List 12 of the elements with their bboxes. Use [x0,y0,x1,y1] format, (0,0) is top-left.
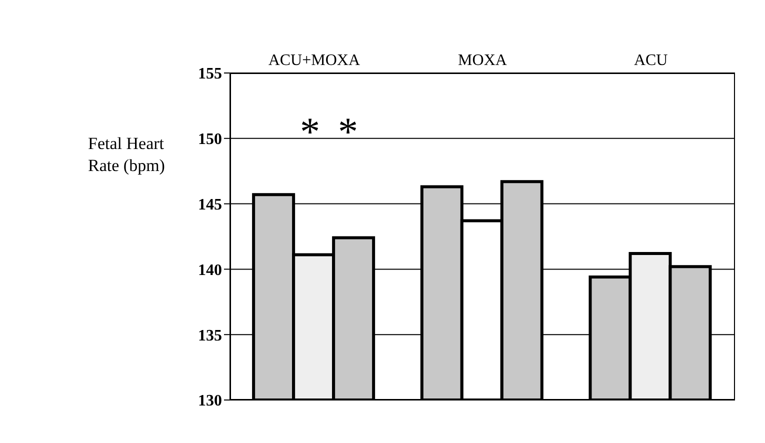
y-tick-label: 135 [198,327,222,344]
x-tick-label: ACU [634,52,668,69]
x-tick-label: ACU+MOXA [268,52,360,69]
x-tick-label: MOXA [458,52,508,69]
y-tick-label: 130 [198,392,222,410]
y-tick-label: 155 [198,66,222,83]
annotation: * [338,109,358,154]
y-tick-label: 145 [198,196,222,214]
annotation: * [300,109,320,154]
y-tick-label: 140 [198,262,222,279]
y-tick-label: 150 [198,131,222,148]
y-axis-title: Fetal Heart Rate (bpm) [88,133,166,177]
